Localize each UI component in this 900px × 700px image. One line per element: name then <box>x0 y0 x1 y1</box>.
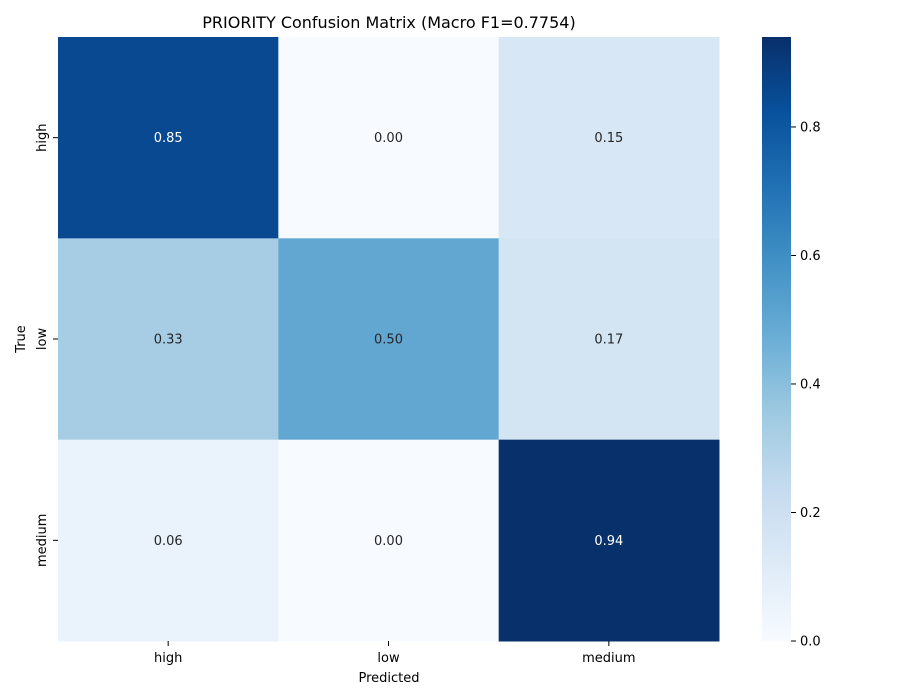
heatmap-cell <box>498 238 720 441</box>
heatmap-cell <box>58 439 279 642</box>
cell-value-label: 0.33 <box>154 333 183 348</box>
cell-value-label: 0.00 <box>374 131 403 146</box>
y-tick-label: high <box>35 123 50 151</box>
x-axis-label: Predicted <box>358 671 419 686</box>
colorbar-tick-label: 0.2 <box>800 506 821 521</box>
y-axis-ticks: high low medium <box>35 123 58 567</box>
heatmap-cell <box>58 37 279 239</box>
cell-value-label: 0.00 <box>374 534 403 549</box>
heatmap-cell <box>58 238 279 441</box>
y-tick-label: low <box>35 328 50 351</box>
cell-value-label: 0.50 <box>374 333 403 348</box>
cell-value-label: 0.17 <box>594 333 623 348</box>
chart-title: PRIORITY Confusion Matrix (Macro F1=0.77… <box>202 13 575 32</box>
x-axis-ticks: high low medium <box>154 641 636 666</box>
colorbar <box>762 37 791 641</box>
heatmap-cell <box>498 37 720 239</box>
x-tick-label: high <box>154 651 182 666</box>
y-tick-label: medium <box>35 514 50 567</box>
x-tick-label: low <box>377 651 400 666</box>
colorbar-ticks: 0.0 0.2 0.4 0.6 0.8 <box>791 120 821 650</box>
heatmap-cells <box>58 37 720 642</box>
colorbar-tick-label: 0.8 <box>800 120 821 135</box>
x-tick-label: medium <box>582 651 635 666</box>
heatmap-cell <box>498 439 720 642</box>
colorbar-tick-label: 0.0 <box>800 635 821 650</box>
heatmap-cell <box>278 37 500 239</box>
cell-value-label: 0.06 <box>154 534 183 549</box>
cell-value-label: 0.94 <box>594 534 623 549</box>
heatmap-cell <box>278 238 500 441</box>
colorbar-tick-label: 0.4 <box>800 377 821 392</box>
cell-value-label: 0.85 <box>154 131 183 146</box>
cell-value-label: 0.15 <box>594 131 623 146</box>
heatmap-cell <box>278 439 500 642</box>
y-axis-label: True <box>14 325 29 354</box>
colorbar-tick-label: 0.6 <box>800 249 821 264</box>
heatmap-cell-labels: 0.85 0.00 0.15 0.33 0.50 0.17 0.06 0.00 0.94 <box>154 131 624 549</box>
